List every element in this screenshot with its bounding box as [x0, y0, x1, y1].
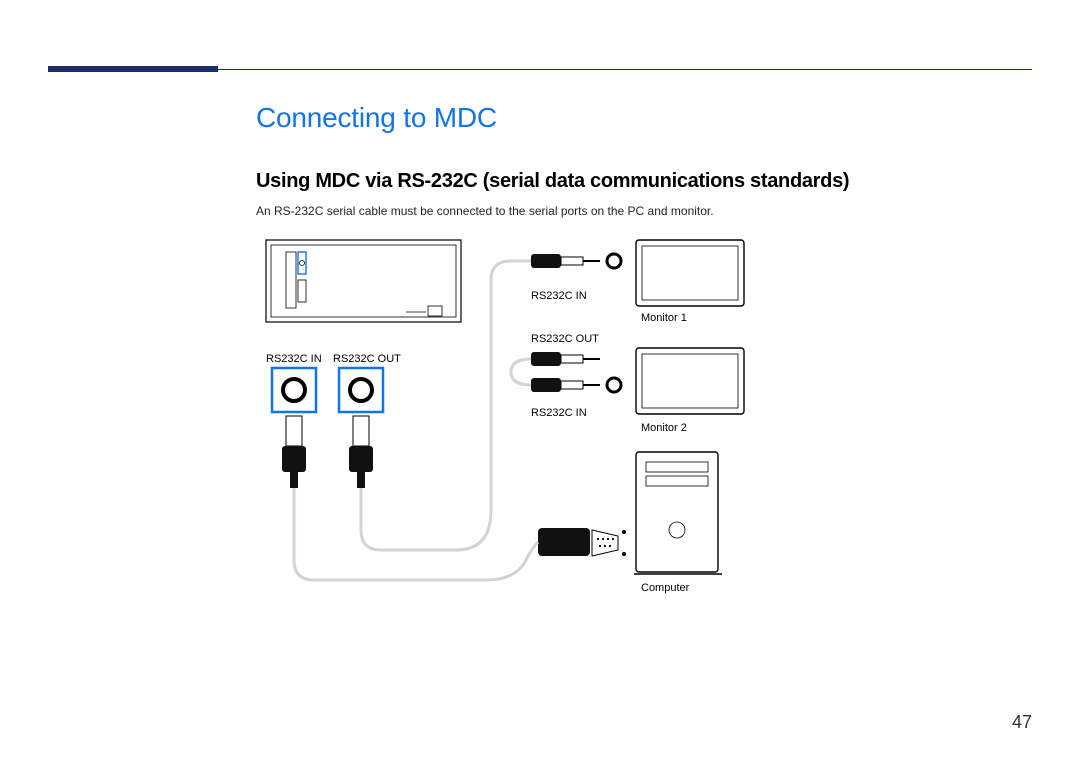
label-rs232c-in-left: RS232C IN [266, 353, 322, 365]
page-title: Connecting to MDC [256, 102, 497, 134]
label-computer: Computer [641, 582, 689, 594]
port-rs232c-in-jack [272, 368, 316, 412]
plug-top-in [531, 254, 621, 268]
plug-bottom-in [531, 378, 621, 392]
monitor-1-icon [636, 240, 744, 306]
label-rs232c-out-left: RS232C OUT [333, 353, 401, 365]
intro-paragraph: An RS-232C serial cable must be connecte… [256, 204, 714, 218]
diagram-svg [256, 230, 786, 610]
section-subtitle: Using MDC via RS-232C (serial data commu… [256, 170, 849, 193]
manual-page: Connecting to MDC Using MDC via RS-232C … [0, 0, 1080, 763]
serial-connector-icon [538, 528, 626, 556]
header-tab [48, 66, 218, 72]
port-rs232c-out-jack [339, 368, 383, 412]
label-rs232c-out-mid: RS232C OUT [531, 333, 599, 345]
plug-left-in [282, 416, 306, 488]
cable-pc-to-in [294, 488, 538, 580]
plug-mid-out [531, 352, 600, 366]
cable-out-to-monitor1 [361, 261, 531, 550]
plug-left-out [349, 416, 373, 488]
label-monitor2: Monitor 2 [641, 422, 687, 434]
label-monitor1: Monitor 1 [641, 312, 687, 324]
label-rs232c-in-bottom: RS232C IN [531, 407, 587, 419]
cable-monitor1-out-to-monitor2-in [511, 359, 531, 385]
monitor-2-icon [636, 348, 744, 414]
label-rs232c-in-top: RS232C IN [531, 290, 587, 302]
computer-tower-icon [634, 452, 722, 574]
page-number: 47 [1012, 712, 1032, 733]
wiring-diagram: RS232C IN RS232C OUT RS232C IN RS232C OU… [256, 230, 786, 610]
device-top-view [266, 240, 461, 322]
